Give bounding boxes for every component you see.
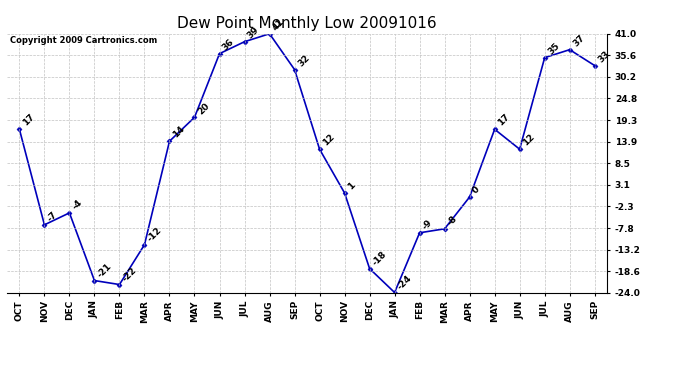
Text: 41: 41 <box>271 17 286 32</box>
Text: 36: 36 <box>221 37 236 52</box>
Text: -8: -8 <box>446 214 460 227</box>
Text: 39: 39 <box>246 25 262 40</box>
Text: 0: 0 <box>471 185 482 196</box>
Text: 17: 17 <box>21 112 36 128</box>
Text: 12: 12 <box>321 133 336 148</box>
Text: 35: 35 <box>546 41 561 56</box>
Text: Copyright 2009 Cartronics.com: Copyright 2009 Cartronics.com <box>10 36 157 45</box>
Text: 12: 12 <box>521 133 536 148</box>
Text: 33: 33 <box>596 49 611 64</box>
Text: 1: 1 <box>346 181 357 192</box>
Text: -12: -12 <box>146 225 164 243</box>
Title: Dew Point Monthly Low 20091016: Dew Point Monthly Low 20091016 <box>177 16 437 31</box>
Text: 20: 20 <box>196 101 211 116</box>
Text: 14: 14 <box>171 124 186 140</box>
Text: -9: -9 <box>421 218 435 231</box>
Text: -24: -24 <box>396 273 414 291</box>
Text: -22: -22 <box>121 265 139 283</box>
Text: -21: -21 <box>96 261 114 279</box>
Text: 37: 37 <box>571 33 586 48</box>
Text: -7: -7 <box>46 210 59 224</box>
Text: -18: -18 <box>371 249 389 267</box>
Text: -4: -4 <box>71 198 84 211</box>
Text: 17: 17 <box>496 112 511 128</box>
Text: 32: 32 <box>296 53 311 68</box>
